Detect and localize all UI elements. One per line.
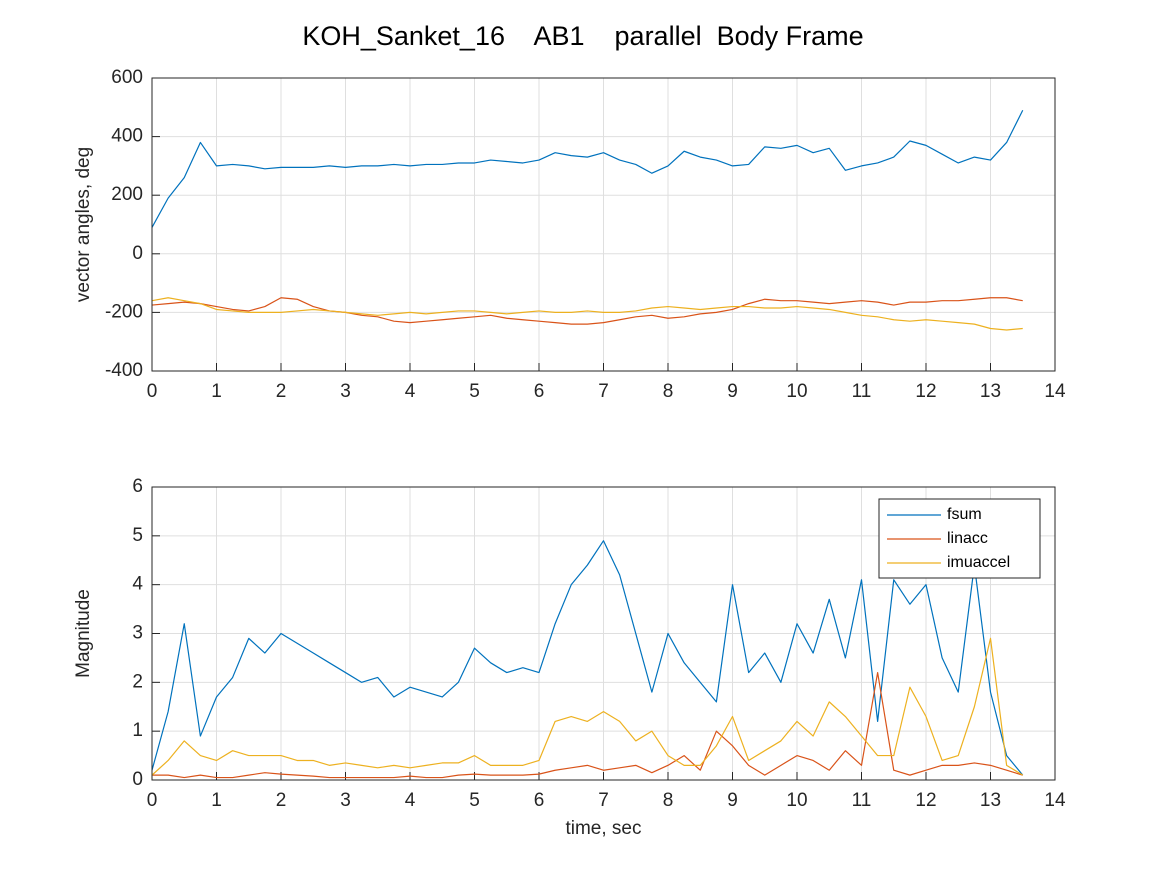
legend: fsum linacc imuaccel [878, 498, 1041, 579]
figure-title: KOH_Sanket_16 AB1 parallel Body Frame [302, 21, 863, 51]
series-line [151, 297, 1023, 325]
x-tick-label: 9 [727, 381, 738, 402]
x-tick-label: 7 [598, 790, 609, 811]
x-tick-label: 9 [727, 790, 738, 811]
x-tick-label: 11 [852, 790, 872, 811]
y-tick-label: 0 [132, 769, 143, 790]
x-tick-label: 4 [405, 790, 416, 811]
y-tick-label: 400 [111, 126, 143, 147]
x-tick-label: 8 [663, 790, 674, 811]
x-tick-label: 7 [598, 381, 609, 402]
y-tick-label: 2 [132, 671, 143, 692]
y-tick-label: 5 [132, 525, 143, 546]
x-tick-label: 2 [276, 790, 287, 811]
y-tick-label: 200 [111, 184, 143, 205]
x-tick-label: 1 [211, 790, 222, 811]
y-axis-label: vector angles, deg [73, 147, 94, 302]
series-line [151, 109, 1024, 228]
x-tick-label: 5 [469, 381, 480, 402]
x-tick-label: 11 [852, 381, 872, 402]
x-tick-label: 6 [534, 790, 545, 811]
x-tick-label: 12 [915, 381, 936, 402]
y-axis-label: Magnitude [73, 589, 94, 678]
y-tick-label: 4 [132, 574, 143, 595]
x-tick-label: 2 [276, 381, 287, 402]
x-tick-label: 3 [340, 381, 351, 402]
x-tick-label: 14 [1044, 381, 1066, 402]
legend-label: linacc [947, 530, 988, 547]
y-tick-label: 0 [132, 243, 143, 264]
legend-label: imuaccel [947, 554, 1010, 571]
y-tick-label: 600 [111, 67, 143, 88]
x-tick-label: 0 [147, 790, 158, 811]
x-tick-label: 13 [980, 381, 1001, 402]
x-tick-label: 8 [663, 381, 674, 402]
y-tick-label: 1 [132, 720, 143, 741]
legend-label: fsum [947, 506, 982, 523]
y-tick-label: -200 [105, 301, 143, 322]
x-tick-label: 6 [534, 381, 545, 402]
x-tick-label: 0 [147, 381, 158, 402]
x-tick-label: 13 [980, 790, 1001, 811]
x-tick-label: 1 [211, 381, 222, 402]
x-tick-label: 4 [405, 381, 416, 402]
axes-box [151, 77, 1056, 372]
x-tick-label: 3 [340, 790, 351, 811]
axes-box [151, 486, 1056, 781]
x-tick-label: 5 [469, 790, 480, 811]
series-line [151, 540, 1024, 776]
x-tick-label: 14 [1044, 790, 1066, 811]
x-axis-label: time, sec [565, 818, 641, 839]
y-tick-label: 3 [132, 623, 143, 644]
y-tick-label: -400 [105, 360, 143, 381]
series-line [151, 297, 1023, 331]
series-line [151, 637, 1024, 776]
x-tick-label: 12 [915, 790, 936, 811]
x-tick-label: 10 [786, 790, 807, 811]
y-tick-label: 6 [132, 476, 143, 497]
x-tick-label: 10 [786, 381, 807, 402]
series-line [152, 671, 1023, 779]
